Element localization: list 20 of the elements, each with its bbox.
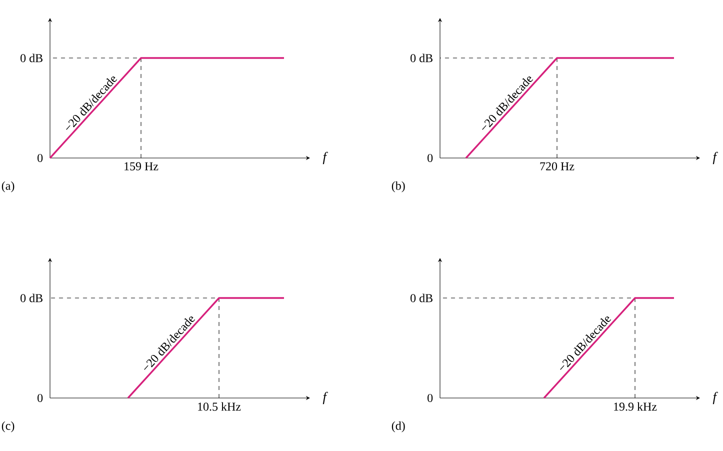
text: 0: [38, 154, 43, 162]
text: (b): [392, 181, 405, 192]
text: 0 dB: [20, 294, 42, 302]
text: 720 Hz: [540, 162, 574, 170]
x-axis-title: f: [322, 392, 328, 404]
text: (d): [392, 421, 405, 432]
text: 0 dB: [20, 54, 42, 62]
text: 0: [428, 394, 433, 402]
x-axis-title: f: [322, 152, 328, 164]
x-axis-title: f: [712, 392, 718, 404]
text: 159 Hz: [124, 162, 158, 170]
x-axis-title: f: [712, 152, 718, 164]
text: 19.9 kHz: [614, 402, 657, 411]
text: (a): [2, 181, 14, 192]
text: (c): [2, 421, 14, 432]
text: 0 dB: [410, 54, 432, 62]
text: 0 dB: [410, 294, 432, 302]
text: 0: [428, 154, 433, 162]
text: 0: [38, 394, 43, 402]
text: 10.5 kHz: [198, 402, 241, 411]
